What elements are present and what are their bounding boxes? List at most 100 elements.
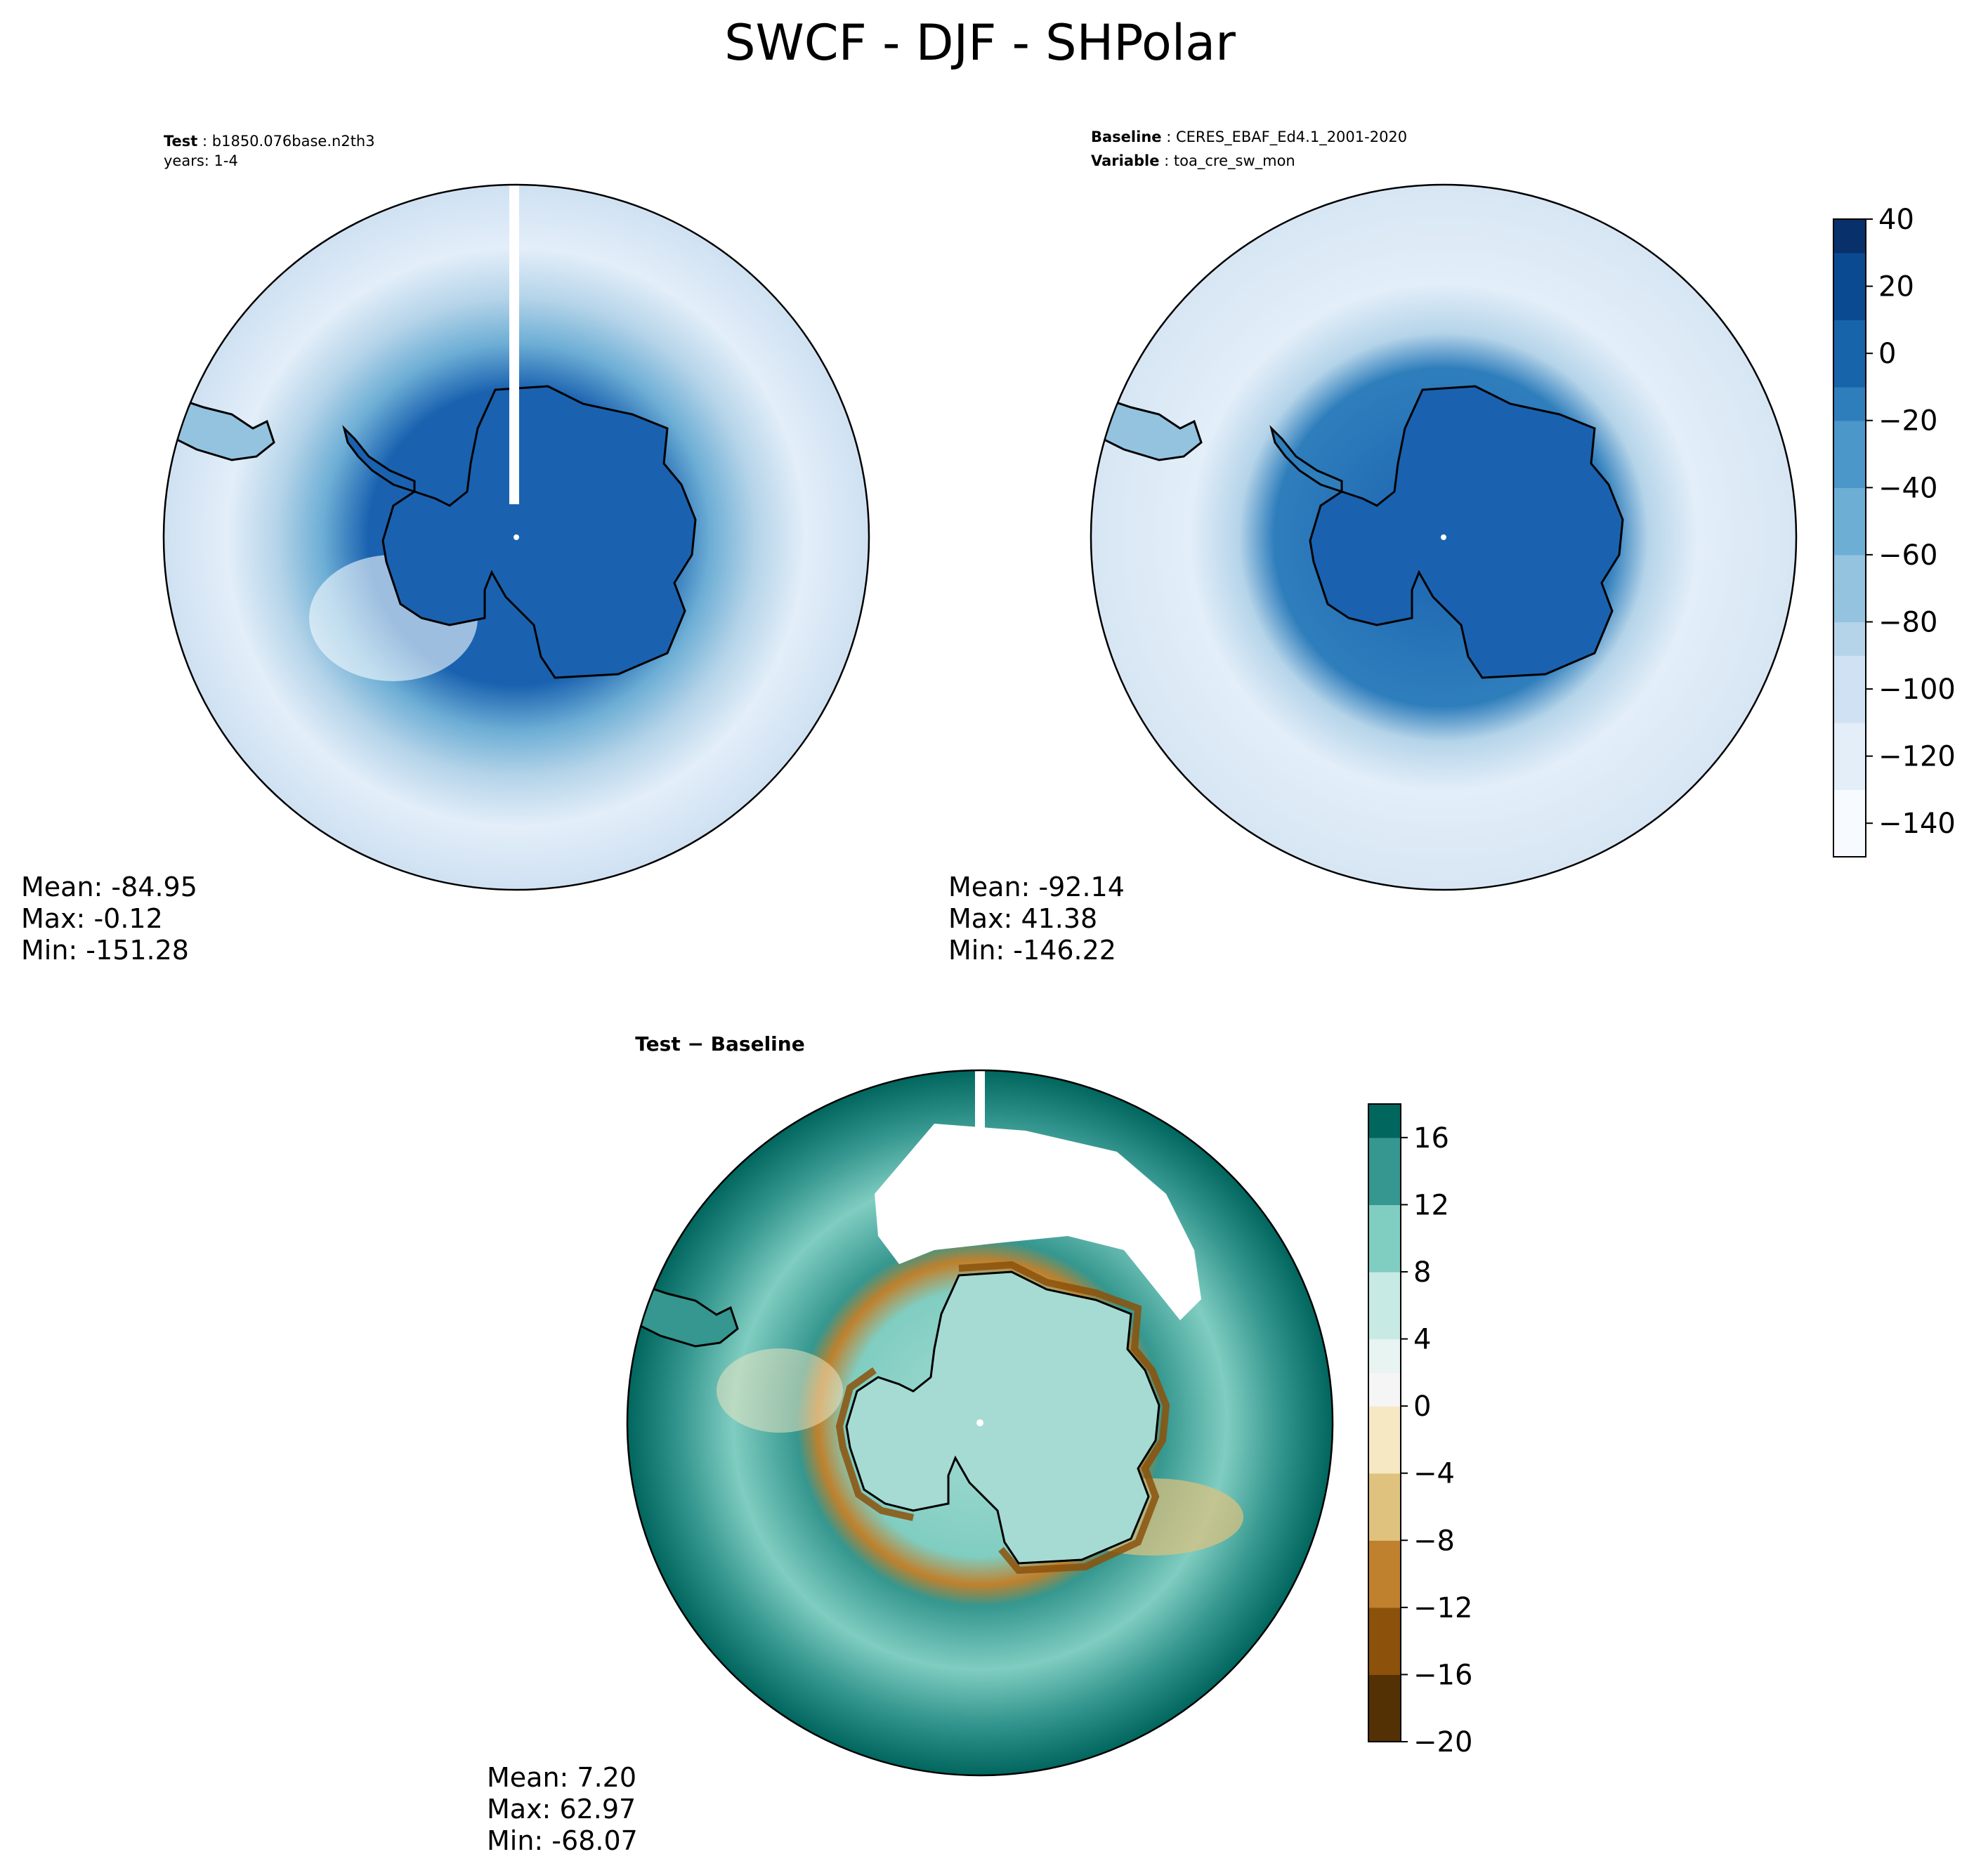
blues-swatch [1833, 386, 1866, 421]
panel-diff: Test − Baseline Mean: 7.20 Max: 62.97 Mi… [487, 1032, 1472, 1856]
blues-swatch [1833, 756, 1866, 791]
blues-swatch [1833, 252, 1866, 287]
baseline-label-sep: : [1162, 129, 1176, 145]
colorbar-brbg: 16 12 8 4 0 −4 −8 −12 −16 −20 [1368, 1103, 1472, 1759]
figure-title: SWCF - DJF - SHPolar [724, 14, 1236, 72]
diff-coast-ring [835, 1261, 1170, 1575]
test-pole-dot [514, 534, 519, 540]
test-label-value: b1850.076base.n2th3 [212, 133, 375, 150]
brbg-tick-label: −8 [1413, 1525, 1455, 1557]
blues-tick-label: −20 [1878, 405, 1937, 438]
brbg-swatch [1368, 1473, 1401, 1508]
blues-tick-label: 20 [1878, 271, 1914, 303]
brbg-swatch [1368, 1305, 1401, 1340]
blues-swatch [1833, 420, 1866, 455]
test-header: Test : b1850.076base.n2th3 [164, 133, 375, 150]
test-mean: Mean: -84.95 [21, 872, 197, 902]
blues-swatch [1833, 286, 1866, 320]
brbg-swatch [1368, 1708, 1401, 1742]
brbg-tick-label: −12 [1413, 1592, 1472, 1624]
diff-seam-gap [975, 1070, 985, 1148]
blues-swatch [1833, 823, 1866, 857]
brbg-tick-label: 12 [1413, 1189, 1449, 1221]
brbg-swatch [1368, 1540, 1401, 1575]
brbg-tick-label: −4 [1413, 1458, 1455, 1490]
brbg-tick-label: 16 [1413, 1122, 1449, 1155]
diff-map-border [626, 1069, 1334, 1777]
diff-antarctica [845, 1270, 1160, 1565]
blues-swatch [1833, 722, 1866, 757]
brbg-tick-label: 8 [1413, 1256, 1431, 1289]
panel-test: Test : b1850.076base.n2th3 years: 1-4 Me… [21, 133, 870, 966]
blues-outline [1833, 218, 1866, 857]
test-max: Max: -0.12 [21, 903, 163, 934]
diff-tan-patch [717, 1348, 843, 1433]
blues-tick-label: −120 [1878, 741, 1956, 773]
brbg-swatch [1368, 1204, 1401, 1239]
diff-missing-ocean [875, 1124, 1201, 1320]
brbg-tick-label: −20 [1413, 1726, 1472, 1759]
baseline-var-key: Variable [1091, 152, 1159, 169]
brbg-outline [1368, 1103, 1401, 1742]
blues-swatch [1833, 655, 1866, 690]
baseline-peninsula [1269, 425, 1343, 494]
blues-tick-label: −40 [1878, 472, 1937, 504]
baseline-antarctica [1309, 385, 1624, 679]
blues-tick-label: 40 [1878, 204, 1914, 236]
baseline-variable: Variable : toa_cre_sw_mon [1091, 152, 1295, 170]
blues-swatch [1833, 353, 1866, 388]
blues-swatch [1833, 320, 1866, 354]
test-peninsula [342, 425, 416, 494]
brbg-swatch [1368, 1406, 1401, 1440]
baseline-map-border [1090, 183, 1798, 891]
blues-tick-label: −60 [1878, 539, 1937, 572]
blues-swatch [1833, 789, 1866, 824]
brbg-swatch [1368, 1372, 1401, 1407]
colorbar-blues: 40 20 0 −20 −40 −60 −80 −100 −120 −140 [1833, 204, 1956, 857]
blues-tick-label: −140 [1878, 808, 1956, 840]
test-subtitle: years: 1-4 [164, 152, 238, 169]
diff-min: Min: -68.07 [487, 1825, 638, 1856]
blues-tick-label: −80 [1878, 606, 1937, 638]
baseline-max: Max: 41.38 [948, 903, 1097, 934]
blues-swatch [1833, 588, 1866, 623]
brbg-tick-label: −16 [1413, 1659, 1472, 1691]
brbg-swatch [1368, 1171, 1401, 1205]
test-label-sep: : [197, 133, 211, 150]
brbg-swatch [1368, 1506, 1401, 1541]
diff-max: Max: 62.97 [487, 1794, 636, 1825]
brbg-swatch [1368, 1137, 1401, 1172]
brbg-swatch [1368, 1271, 1401, 1306]
blues-swatch [1833, 689, 1866, 723]
brbg-swatch [1368, 1339, 1401, 1373]
baseline-min: Min: -146.22 [948, 935, 1116, 966]
brbg-swatch [1368, 1439, 1401, 1474]
blues-tick-label: −100 [1878, 673, 1956, 706]
diff-pole-dot [976, 1419, 983, 1426]
baseline-mean: Mean: -92.14 [948, 872, 1125, 902]
diff-title: Test − Baseline [635, 1032, 804, 1056]
baseline-label-value: CERES_EBAF_Ed4.1_2001-2020 [1176, 129, 1407, 146]
blues-swatch [1833, 487, 1866, 522]
test-map-border [162, 183, 870, 891]
panel-baseline: Baseline : CERES_EBAF_Ed4.1_2001-2020 Va… [948, 129, 1956, 966]
test-label-key: Test [164, 133, 197, 150]
brbg-tick-label: 0 [1413, 1391, 1431, 1423]
baseline-var-value: toa_cre_sw_mon [1174, 152, 1295, 170]
brbg-swatch [1368, 1641, 1401, 1676]
blues-tick-label: 0 [1878, 338, 1896, 370]
brbg-swatch [1368, 1104, 1401, 1138]
baseline-pole-dot [1441, 534, 1446, 540]
test-min: Min: -151.28 [21, 935, 189, 966]
blues-swatch [1833, 454, 1866, 488]
brbg-swatch [1368, 1607, 1401, 1642]
brbg-tick-label: 4 [1413, 1324, 1431, 1356]
test-map [164, 185, 869, 890]
blues-swatch [1833, 521, 1866, 556]
baseline-var-sep: : [1159, 152, 1173, 169]
baseline-header: Baseline : CERES_EBAF_Ed4.1_2001-2020 [1091, 129, 1407, 146]
brbg-swatch [1368, 1674, 1401, 1709]
brbg-swatch [1368, 1574, 1401, 1608]
test-antarctica [381, 385, 697, 679]
